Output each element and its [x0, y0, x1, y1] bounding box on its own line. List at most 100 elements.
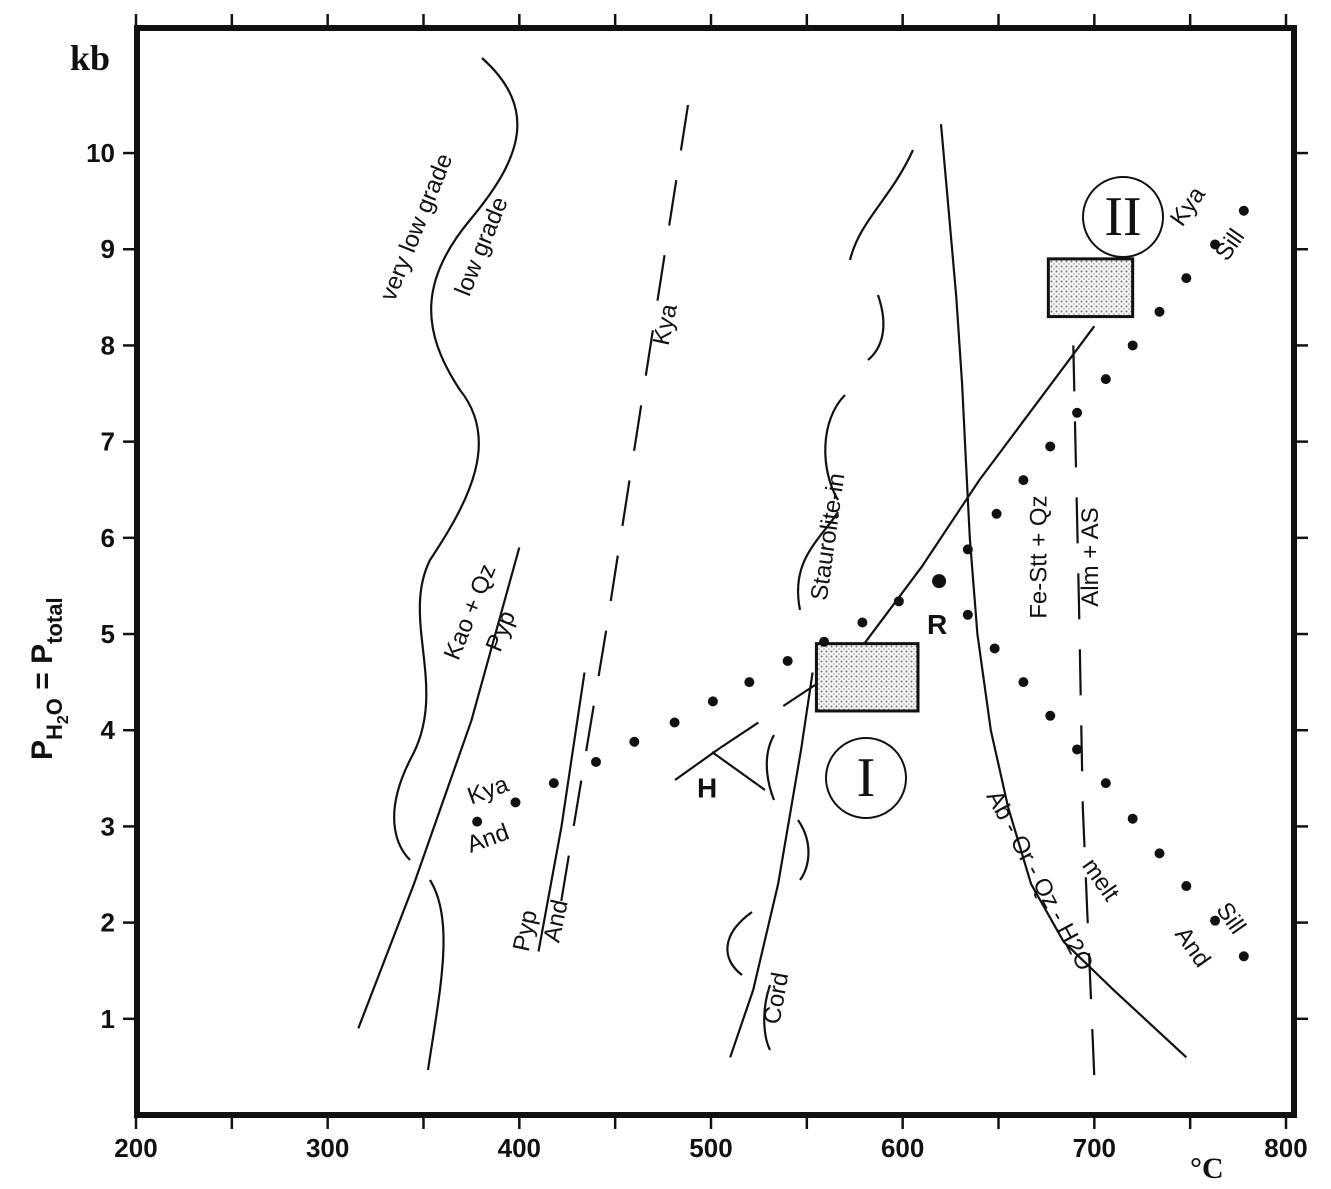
- dot-point: [1154, 306, 1165, 317]
- dot-point: [1045, 710, 1056, 721]
- dot-point: [1154, 848, 1165, 859]
- dot-point: [989, 643, 1000, 654]
- y-label-eq: = P: [26, 644, 59, 698]
- region-label: II: [1104, 186, 1141, 248]
- y-tick-label: 3: [101, 811, 115, 841]
- curve-label: And: [463, 819, 512, 859]
- y-label-2: 2: [55, 715, 72, 724]
- dot-point: [819, 636, 830, 647]
- y-tick-label: 5: [101, 619, 115, 649]
- marked-point: [932, 574, 947, 589]
- dot-point: [1238, 205, 1249, 216]
- curve-label: Kya: [648, 301, 683, 348]
- dot-point: [744, 677, 755, 688]
- dot-point: [548, 778, 559, 789]
- dot-point: [1127, 813, 1138, 824]
- dot-point: [1210, 915, 1221, 926]
- x-tick-label: 800: [1264, 1133, 1307, 1163]
- region-label-circle: [825, 737, 907, 819]
- dot-point: [1018, 677, 1029, 688]
- dotted-series: [472, 205, 1249, 962]
- curve-label: Sill: [1211, 897, 1251, 939]
- h-boundary: [711, 751, 766, 791]
- isograd-boundary: [426, 879, 445, 1071]
- dot-point: [962, 609, 973, 620]
- region-label: I: [857, 747, 876, 809]
- region-label-circle: [1082, 176, 1164, 258]
- isograd-boundary: [765, 734, 776, 801]
- series-line: [556, 104, 690, 923]
- curve-label: Pyp: [508, 908, 543, 954]
- series-line: [537, 672, 586, 952]
- curves: [357, 57, 1188, 1077]
- y-tick-label: 7: [101, 427, 115, 457]
- curve-label: Ab - Or - Qz - H2O: [981, 786, 1099, 975]
- curve-label: Fe-Stt + Qz: [1025, 495, 1052, 618]
- curve-label: Pyp: [481, 607, 522, 655]
- y-tick-label: 9: [101, 234, 115, 264]
- isograd-boundary: [848, 149, 914, 261]
- dot-point: [510, 797, 521, 808]
- curve-label: And: [1169, 922, 1216, 972]
- curve-label: very low grade: [375, 150, 459, 305]
- dot-point: [1127, 340, 1138, 351]
- axis-ticks: 200 300 400 500 600 700 800 1 2 3 4 5 6 7 8 9 10: [86, 14, 1308, 1163]
- dot-point: [991, 508, 1002, 519]
- y-label-total: total: [42, 597, 67, 643]
- series-line: [357, 547, 521, 1029]
- dot-point: [591, 756, 601, 767]
- y-axis-label: PH2O = Ptotal: [26, 597, 72, 760]
- isograd-boundary: [824, 394, 846, 501]
- x-tick-label: 200: [114, 1133, 157, 1163]
- y-label-p: P: [26, 740, 59, 760]
- dot-point: [1072, 407, 1083, 418]
- x-tick-label: 500: [689, 1133, 732, 1163]
- dot-point: [629, 736, 640, 747]
- x-tick-label: 600: [881, 1133, 924, 1163]
- region-I: [814, 642, 920, 713]
- dot-point: [1210, 239, 1221, 250]
- y-tick-label: 4: [101, 715, 116, 745]
- curve-label: Kya: [464, 771, 513, 811]
- dot-point: [1181, 273, 1192, 284]
- plot-border: [134, 25, 1297, 1118]
- dot-point: [1045, 441, 1056, 452]
- dot-point: [1181, 881, 1192, 892]
- isograd-boundary: [797, 819, 810, 881]
- y-tick-label: 8: [101, 330, 115, 360]
- h-boundary-dashed: [719, 684, 816, 749]
- dot-point: [1100, 778, 1111, 789]
- isograd-boundary: [797, 511, 839, 611]
- x-tick-label: 700: [1073, 1133, 1116, 1163]
- curve-label: Alm + AS: [1077, 507, 1104, 606]
- region-II: [1046, 257, 1135, 319]
- svg-text:PH2O = Ptotal: PH2O = Ptotal: [26, 597, 72, 760]
- x-tick-label: 300: [306, 1133, 349, 1163]
- dot-point: [1238, 951, 1249, 962]
- x-axis-label: °C: [1190, 1152, 1224, 1185]
- curve-label: melt: [1076, 854, 1124, 907]
- isograd-boundary: [726, 911, 753, 976]
- x-tick-label: 400: [498, 1133, 541, 1163]
- y-label-o: O: [42, 698, 67, 715]
- curve-label: Kya: [1165, 181, 1211, 231]
- series-line: [729, 672, 814, 1058]
- dot-point: [1100, 374, 1111, 385]
- curve-label: Staurolite-in: [806, 472, 851, 603]
- isograd-boundary: [867, 294, 885, 361]
- shaded-regions: III: [814, 176, 1164, 819]
- y-tick-label: 1: [101, 1004, 115, 1034]
- dot-point: [1072, 744, 1083, 755]
- y-tick-label: 10: [86, 138, 115, 168]
- dot-point: [782, 655, 793, 666]
- dot-point: [669, 717, 680, 728]
- isograd-boundary: [393, 57, 519, 861]
- curve-label: Cord: [759, 970, 795, 1026]
- series-line: [863, 325, 1096, 645]
- y-unit-label: kb: [70, 38, 110, 78]
- dot-point: [1018, 475, 1029, 486]
- dot-point: [472, 816, 483, 827]
- dot-point: [893, 596, 904, 607]
- dot-point: [857, 617, 868, 628]
